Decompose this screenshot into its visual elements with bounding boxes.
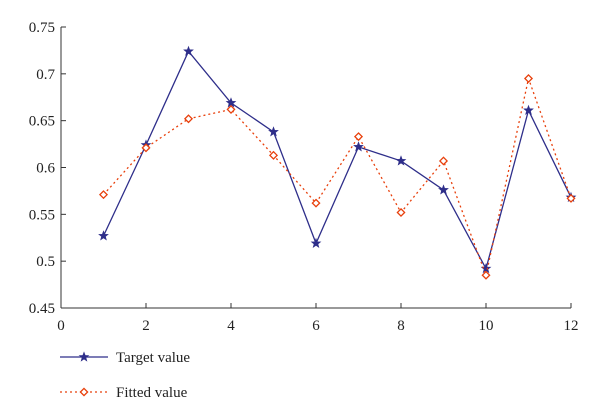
- legend: Target value Fitted value: [60, 350, 190, 401]
- target-value-point: [183, 45, 194, 56]
- fitted-value-point: [481, 270, 491, 280]
- x-tick-label: 10: [479, 318, 494, 334]
- x-tick-label: 4: [227, 318, 235, 334]
- fitted-value-point: [183, 114, 194, 124]
- target-value-point: [268, 126, 279, 137]
- target-value-point: [353, 141, 364, 152]
- fitted-value-point: [311, 198, 321, 208]
- fitted-value-point: [141, 143, 151, 153]
- legend-item-target: Target value: [60, 350, 190, 366]
- y-tick-label: 0.45: [29, 301, 55, 317]
- fitted-value-point: [523, 73, 534, 84]
- target-value-point: [438, 184, 449, 195]
- target-value-point: [98, 230, 109, 241]
- fitted-value-point: [268, 150, 279, 160]
- y-axis-ticks: 0.45 0.5 0.55 0.6 0.65 0.7 0.75: [29, 20, 66, 317]
- y-tick-label: 0.55: [29, 207, 55, 223]
- series-layer: [98, 45, 577, 280]
- fitted-value-line: [103, 76, 572, 278]
- y-tick-label: 0.7: [36, 67, 55, 83]
- x-axis-ticks: 0 2 4 6 8 10 12: [57, 303, 579, 334]
- legend-target-marker: [78, 351, 90, 362]
- x-tick-label: 8: [397, 318, 405, 334]
- plot-area: [61, 27, 571, 308]
- target-value-point: [310, 237, 322, 248]
- x-tick-label: 12: [564, 318, 579, 334]
- legend-diamond-marker: [79, 387, 89, 397]
- y-tick-label: 0.75: [29, 20, 55, 36]
- legend-item-fitted: Fitted value: [60, 385, 188, 401]
- x-tick-label: 2: [142, 318, 150, 334]
- legend-star-marker: [78, 351, 90, 362]
- x-tick-label: 6: [312, 318, 320, 334]
- fitted-value-point: [98, 190, 109, 200]
- fitted-value-point: [226, 104, 236, 114]
- fitted-value-point: [438, 156, 449, 166]
- fitted-value-point: [396, 207, 406, 217]
- target-value-point: [523, 104, 534, 115]
- series-target: [98, 45, 577, 274]
- target-value-line: [102, 50, 572, 271]
- y-tick-label: 0.6: [36, 161, 55, 177]
- legend-target-label: Target value: [116, 350, 190, 366]
- axes: [60, 27, 571, 309]
- x-tick-label: 0: [57, 318, 65, 334]
- legend-fitted-marker: [79, 387, 89, 397]
- fitted-value-point: [566, 193, 576, 203]
- target-value-point: [395, 155, 407, 166]
- legend-fitted-label: Fitted value: [116, 385, 188, 401]
- y-tick-label: 0.5: [36, 254, 55, 270]
- fitted-value-point: [353, 132, 364, 142]
- y-tick-label: 0.65: [29, 114, 55, 130]
- target-value-point: [225, 97, 237, 108]
- series-fitted: [98, 73, 576, 280]
